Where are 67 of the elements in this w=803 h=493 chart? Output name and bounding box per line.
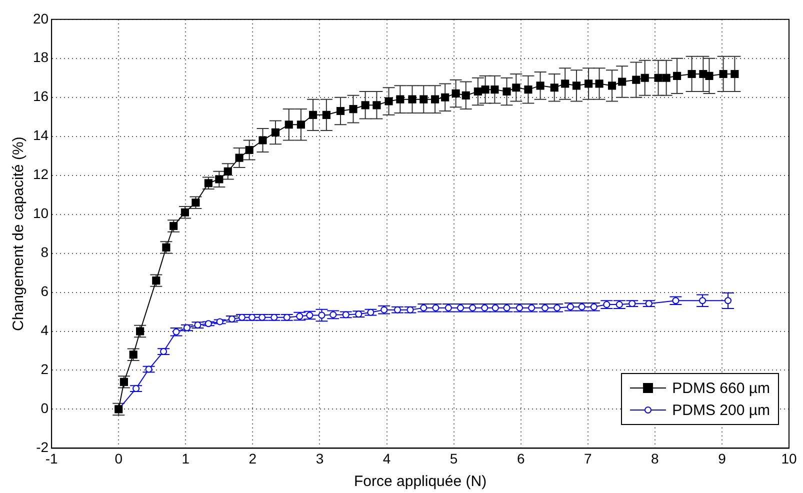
y-tick-label: 12 xyxy=(32,166,49,182)
point xyxy=(584,80,593,88)
y-tick-label: 2 xyxy=(40,361,49,378)
point xyxy=(258,136,267,144)
point xyxy=(452,89,460,98)
y-tick-label: 4 xyxy=(40,322,49,338)
y-tick-label: 18 xyxy=(32,49,49,66)
point xyxy=(474,87,482,96)
x-tick-label: 6 xyxy=(516,450,525,466)
point xyxy=(608,82,616,90)
point xyxy=(719,70,728,78)
point xyxy=(561,80,570,88)
point xyxy=(284,120,293,129)
y-axis-title: Changement de capacité (%) xyxy=(10,136,28,331)
x-tick-label: 4 xyxy=(382,450,391,466)
point xyxy=(396,95,404,104)
point xyxy=(308,110,318,119)
y-tick-label: 0 xyxy=(40,400,49,416)
point xyxy=(730,70,739,78)
point xyxy=(632,76,640,84)
x-tick-label: 1 xyxy=(182,450,190,466)
point xyxy=(336,106,345,116)
point xyxy=(431,95,440,104)
point xyxy=(271,128,280,136)
point xyxy=(572,82,581,90)
point xyxy=(673,72,682,80)
y-tick-label: 14 xyxy=(32,127,49,144)
point xyxy=(662,74,670,82)
point xyxy=(322,110,330,119)
point xyxy=(595,80,604,88)
point xyxy=(490,86,499,94)
point xyxy=(524,86,532,94)
x-tick-label: 7 xyxy=(584,450,592,466)
y-tick-label: 6 xyxy=(40,283,49,300)
point xyxy=(536,82,544,90)
x-tick-label: 10 xyxy=(781,450,797,466)
point xyxy=(688,70,696,78)
point xyxy=(420,95,428,104)
x-axis-title: Force appliquée (N) xyxy=(354,473,487,490)
point xyxy=(349,105,358,114)
legend-label: PDMS 660 µm xyxy=(672,380,770,396)
point xyxy=(654,74,662,82)
point xyxy=(512,84,520,92)
point xyxy=(384,97,393,106)
point xyxy=(502,87,511,96)
point xyxy=(618,78,626,86)
x-tick-label: 2 xyxy=(248,450,257,466)
x-tick-label: 9 xyxy=(718,450,726,466)
x-tick-label: 8 xyxy=(651,450,660,466)
x-tick-label: 3 xyxy=(316,450,324,466)
y-tick-label: 8 xyxy=(40,244,49,260)
point xyxy=(481,86,490,94)
x-tick-label: 5 xyxy=(450,450,458,466)
point xyxy=(361,101,370,110)
y-tick-label: 20 xyxy=(32,10,49,26)
point xyxy=(441,93,450,102)
point xyxy=(640,74,649,82)
point xyxy=(705,72,714,80)
y-tick-label: 10 xyxy=(32,205,49,222)
point xyxy=(462,91,470,100)
legend-label: PDMS 200 µm xyxy=(672,402,770,418)
point xyxy=(550,84,558,92)
y-tick-label: 16 xyxy=(32,88,49,104)
point xyxy=(372,101,381,110)
point xyxy=(296,120,305,129)
point xyxy=(408,95,416,104)
x-tick-label: 0 xyxy=(114,450,123,466)
